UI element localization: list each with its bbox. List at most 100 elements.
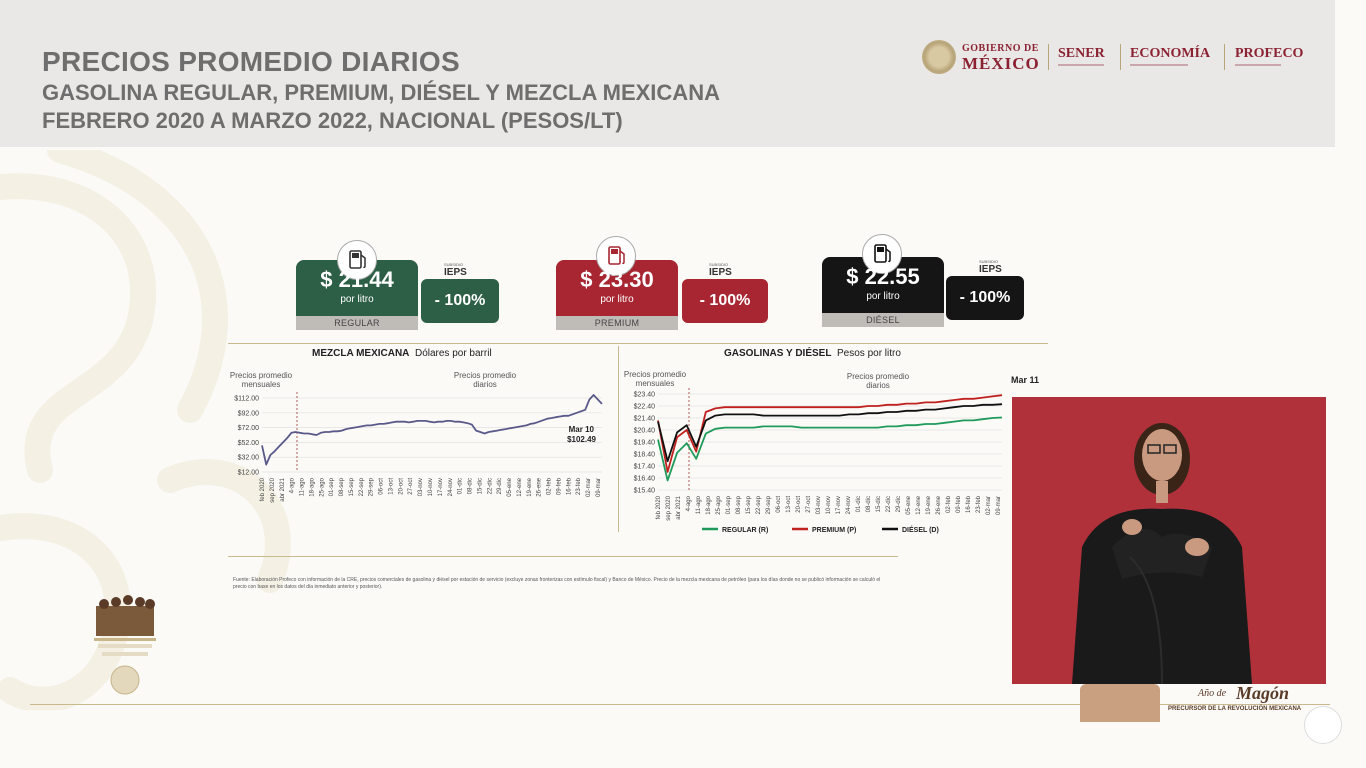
emblem-icon [94,595,156,695]
subsidio-label: SUBSIDIO [709,262,729,267]
monthly-note: Precios promedio mensuales [623,370,687,388]
y-tick-label: $12.00 [238,470,260,477]
source-footnote: Fuente: Elaboración Profeco con informac… [233,577,881,590]
mexico-label: MÉXICO [962,54,1040,73]
x-tick-label: 02-feb [946,495,952,513]
annotation-date: Mar 10 [569,425,595,434]
x-tick-label: 24-nov [846,496,852,514]
y-tick-label: $92.00 [238,410,260,417]
y-tick-label: $19.40 [634,440,656,447]
ieps-label: IEPS [444,267,467,278]
x-tick-label: feb 2020 [260,477,266,501]
x-tick-label: 22-sep [359,477,365,496]
x-tick-label: 23-feb [576,477,582,495]
legend-label: DIÉSEL (D) [902,525,939,534]
x-tick-label: 29-sep [766,495,772,514]
x-tick-label: 15-sep [746,495,752,514]
x-tick-label: 11-ago [300,477,306,496]
x-tick-label: 17-nov [836,496,842,514]
page-subtitle: GASOLINA REGULAR, PREMIUM, DIÉSEL Y MEZC… [42,80,720,105]
legend-label: REGULAR (R) [722,527,768,534]
x-tick-label: 01-sep [726,495,732,514]
magon-portrait-icon [1080,684,1160,722]
x-tick-label: 13-oct [786,496,792,513]
y-tick-label: $18.40 [634,452,656,459]
x-tick-label: 29-dic [896,496,902,512]
x-tick-label: 20-oct [398,478,404,495]
magon-banner: Año de Magón PRECURSOR DE LA REVOLUCIÓN … [1080,680,1320,722]
x-tick-label: 05-ene [507,477,513,496]
chart-divider [618,346,619,532]
y-tick-label: $32.00 [238,455,260,462]
x-tick-label: 10-nov [826,496,832,514]
x-tick-label: 12-ene [517,477,523,496]
y-tick-label: $112.00 [234,396,259,403]
ieps-discount-badge: - 100% [421,279,499,323]
fuel-pump-icon [337,240,377,280]
footer-rule [30,704,1330,705]
sener-logo: SENER [1058,46,1105,61]
logo-divider [1120,44,1121,70]
x-tick-label: 01-dic [856,496,862,512]
daily-note: Precios promedio diarios [453,371,517,389]
gobierno-label: GOBIERNO DE [962,43,1039,54]
legend-label: PREMIUM (P) [812,527,856,534]
ieps-label: IEPS [709,267,732,278]
x-tick-label: 12-ene [916,495,922,514]
interpreter-figure [1072,423,1252,684]
economia-logo: ECONOMÍA [1130,46,1211,61]
government-seal-icon [922,40,956,74]
government-logos: GOBIERNO DE MÉXICO SENER ECONOMÍA PROFEC… [922,40,1322,76]
ieps-discount-badge: - 100% [682,279,768,323]
x-tick-label: 08-dic [866,496,872,512]
x-tick-label: 02-mar [586,478,592,497]
x-tick-label: 27-oct [806,496,812,513]
x-tick-label: 09-mar [596,478,602,497]
x-tick-label: 20-oct [796,496,802,513]
x-tick-label: 03-nov [816,496,822,514]
x-tick-label: 22-dic [886,496,892,512]
y-tick-label: $16.40 [634,476,656,483]
x-tick-label: 19-ene [926,495,932,514]
header-bar: PRECIOS PROMEDIO DIARIOS GASOLINA REGULA… [0,0,1335,147]
price-value: $ 22.55 [846,264,920,289]
economia-tagline [1130,64,1188,66]
fuel-label: REGULAR [296,316,418,330]
fuel-pump-icon [862,234,902,274]
y-tick-label: $52.00 [238,440,260,447]
gobierno-seal-icon [1304,706,1342,744]
x-tick-label: 09-feb [956,495,962,513]
x-tick-label: 15-dic [876,496,882,512]
logo-divider [1224,44,1225,70]
x-tick-label: sep 2020 [666,495,672,520]
x-tick-label: 09-feb [556,477,562,495]
x-tick-label: 01-sep [329,477,335,496]
profeco-tagline [1235,64,1281,66]
ieps-label: IEPS [979,264,1002,275]
fuel-label: PREMIUM [556,316,678,330]
x-tick-label: 05-ene [906,495,912,514]
price-value: $ 23.30 [580,267,654,292]
chart-annotation: Mar 11 [1011,375,1040,385]
x-tick-label: 24-nov [448,478,454,496]
chart-mezcla-title: MEZCLA MEXICANA Dólares por barril [312,348,492,359]
y-tick-label: $17.40 [634,464,656,471]
x-tick-label: 26-ene [936,495,942,514]
price-value: $ 21.44 [320,267,394,292]
chart-mezcla-mexicana: $112.00 $92.00 $72.00 $52.00 $32.00 $12.00feb… [234,392,603,503]
x-tick-label: abr 2021 [676,495,682,519]
x-tick-label: 08-dic [468,478,474,494]
series-line [261,394,603,466]
x-tick-label: 22-dic [487,478,493,494]
x-tick-label: 02-mar [986,496,992,515]
x-tick-label: 03-nov [418,478,424,496]
x-tick-label: 10-nov [428,478,434,496]
chart-title-text: GASOLINAS Y DIÉSEL [724,348,832,359]
y-tick-label: $15.40 [634,488,656,495]
x-tick-label: 23-feb [976,495,982,513]
price-unit: por litro [866,291,900,302]
x-tick-label: 13-oct [388,478,394,495]
annotation-value: $102.49 [567,435,596,444]
x-tick-label: 4-ago [686,495,692,511]
